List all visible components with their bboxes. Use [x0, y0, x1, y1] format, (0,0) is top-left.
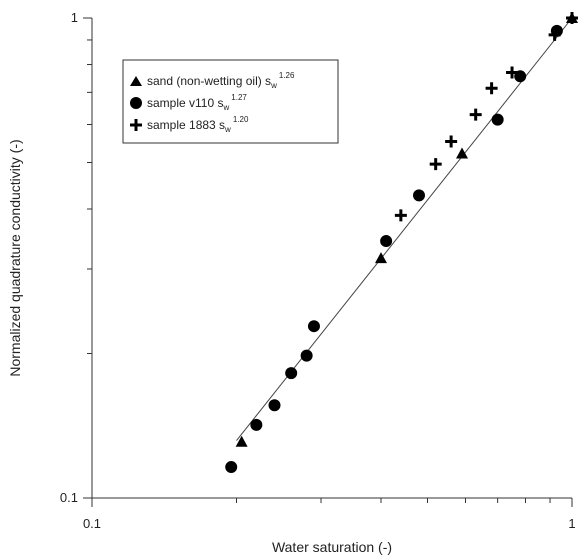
- point-v110-8: [491, 113, 504, 126]
- data-points: [225, 12, 578, 474]
- point-v110-4: [300, 349, 313, 362]
- legend-label-1883: sample 1883 s: [147, 118, 225, 132]
- legend-sub-v110: w: [222, 103, 229, 112]
- point-sand-1: [374, 252, 387, 264]
- x-tick-label: 0.1: [83, 516, 101, 531]
- legend: sand (non-wetting oil) sw1.26 sample v11…: [122, 59, 339, 144]
- point-1883-2: [445, 135, 458, 148]
- y-tick-labels: 0.11: [60, 10, 78, 505]
- legend-triangle-marker: [130, 76, 142, 86]
- y-minor-ticks: [83, 17, 92, 499]
- legend-exponent-sand: 1.26: [279, 71, 295, 80]
- point-v110-5: [307, 320, 320, 333]
- point-1883-3: [469, 108, 482, 121]
- axes: 0.11 0.1 1: [60, 10, 576, 531]
- legend-item-sand: sand (non-wetting oil) sw1.26: [130, 71, 295, 90]
- legend-exponent-v110: 1.27: [231, 93, 247, 102]
- legend-sub-1883: w: [224, 125, 231, 134]
- legend-item-v110: sample v110 sw1.27: [130, 93, 247, 112]
- legend-exponent-1883: 1.20: [233, 115, 249, 124]
- svg-text:sample v110 sw1.27: sample v110 sw1.27: [147, 93, 247, 112]
- point-1883-5: [506, 66, 519, 79]
- point-1883-7: [566, 12, 578, 24]
- x-minor-ticks: [91, 498, 573, 507]
- x-tick-labels: 0.1 1: [83, 516, 576, 531]
- point-1883-6: [548, 28, 561, 41]
- point-v110-7: [412, 189, 425, 202]
- svg-text:sand (non-wetting oil) sw1.26: sand (non-wetting oil) sw1.26: [147, 71, 295, 90]
- point-v110-1: [250, 418, 263, 431]
- point-v110-3: [285, 367, 298, 380]
- legend-sub-sand: w: [270, 81, 277, 90]
- legend-plus-marker: [130, 119, 142, 131]
- x-tick-label: 1: [568, 516, 575, 531]
- point-v110-6: [380, 235, 393, 248]
- point-sand-2: [456, 147, 469, 159]
- x-axis-title: Water saturation (-): [272, 539, 392, 555]
- point-1883-4: [485, 82, 498, 95]
- legend-label-sand: sand (non-wetting oil) s: [147, 74, 271, 88]
- svg-text:sample 1883 sw1.20: sample 1883 sw1.20: [147, 115, 249, 134]
- legend-circle-marker: [130, 97, 142, 109]
- point-v110-0: [225, 461, 238, 474]
- legend-item-1883: sample 1883 sw1.20: [130, 115, 249, 134]
- y-tick-label: 1: [71, 10, 78, 25]
- y-axis-title: Normalized quadrature conductivity (-): [7, 139, 23, 376]
- legend-label-v110: sample v110 s: [147, 96, 223, 110]
- point-1883-0: [394, 209, 407, 222]
- point-1883-1: [429, 158, 442, 171]
- legend-box: [122, 59, 339, 144]
- point-v110-2: [268, 399, 281, 412]
- y-tick-label: 0.1: [60, 490, 78, 505]
- point-sand-0: [235, 435, 248, 447]
